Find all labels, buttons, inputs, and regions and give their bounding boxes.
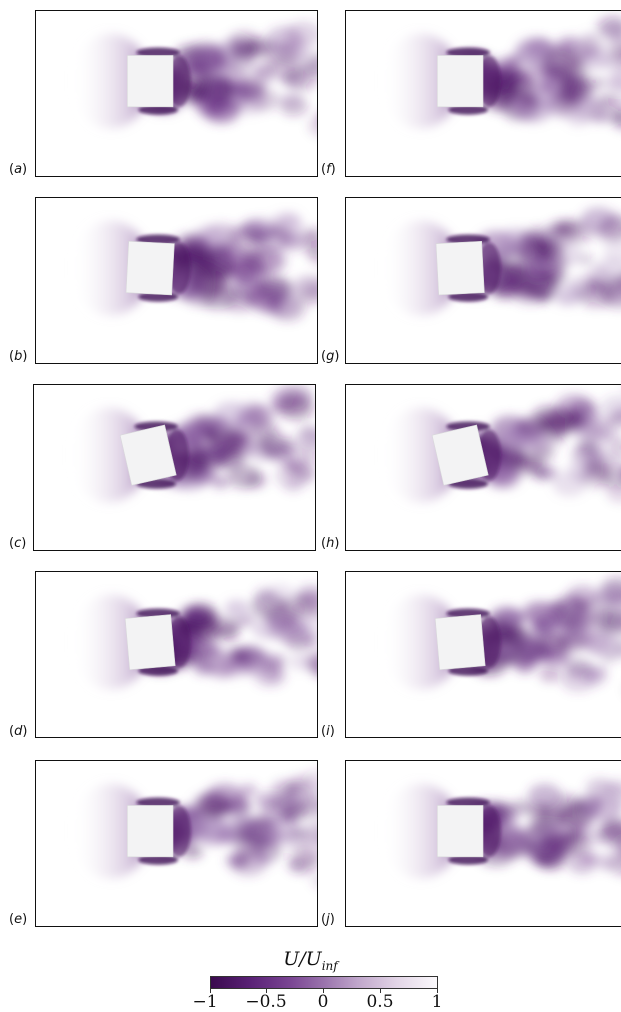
colorbar-tick: [437, 988, 438, 993]
panel-label-h: (h): [321, 536, 340, 551]
panel-h: [345, 384, 621, 551]
panel-e: [35, 760, 318, 927]
colorbar-tick-label: −1: [192, 992, 218, 1012]
colorbar: [210, 976, 438, 989]
panel-label-c: (c): [9, 536, 27, 551]
panel-b: [35, 197, 318, 364]
colorbar-tick: [210, 988, 211, 993]
panel-label-i: (i): [321, 724, 335, 739]
panel-c: [33, 384, 316, 551]
panel-j: [345, 760, 621, 927]
colorbar-tick-label: 0.5: [366, 992, 394, 1012]
panel-i: [345, 571, 621, 738]
colorbar-title: U/Uinf: [283, 948, 338, 973]
panel-g: [345, 197, 621, 364]
panel-label-a: (a): [9, 162, 28, 177]
panel-d: [35, 571, 318, 738]
colorbar-tick: [323, 988, 324, 993]
panel-label-d: (d): [9, 724, 28, 739]
colorbar-tick: [266, 988, 267, 993]
panel-label-e: (e): [9, 912, 28, 927]
colorbar-tick-label: 1: [431, 992, 443, 1012]
panel-label-b: (b): [9, 349, 28, 364]
colorbar-tick-label: 0: [317, 992, 329, 1012]
panel-label-f: (f): [321, 162, 336, 177]
panel-label-j: (j): [321, 912, 335, 927]
panel-a: [35, 10, 318, 177]
panel-f: [345, 10, 621, 177]
colorbar-tick: [380, 988, 381, 993]
colorbar-tick-label: −0.5: [245, 992, 287, 1012]
panel-label-g: (g): [321, 349, 340, 364]
